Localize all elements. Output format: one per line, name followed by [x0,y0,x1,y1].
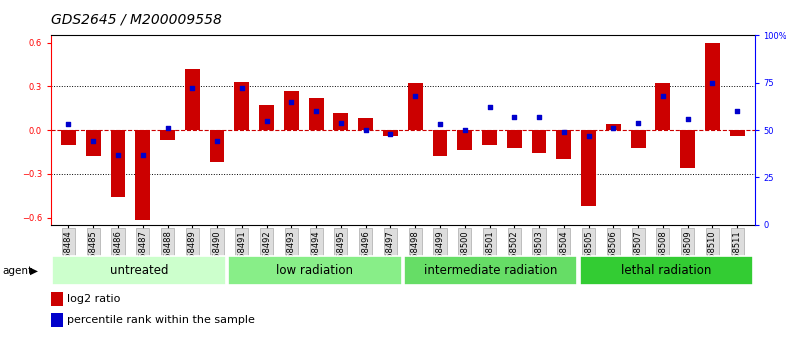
Point [62,121,75,127]
Text: GDS2645 / M200009558: GDS2645 / M200009558 [51,12,222,27]
Text: intermediate radiation: intermediate radiation [424,264,557,277]
Bar [111,130,126,197]
Bar [185,69,200,130]
Point [384,131,397,137]
Bar [309,98,324,130]
Point [731,108,744,114]
Bar [556,130,571,159]
Bar [228,256,402,285]
Text: ▶: ▶ [30,266,38,276]
Point [508,114,520,120]
Bar [234,82,249,130]
Bar [333,113,348,130]
Bar [160,130,175,140]
Text: low radiation: low radiation [277,264,354,277]
Point [260,118,273,124]
Point [409,93,421,99]
Bar [284,91,299,130]
Bar [404,256,578,285]
Point [533,114,545,120]
Bar [656,84,670,130]
Bar [358,119,373,130]
Bar [86,130,101,156]
Point [87,139,100,144]
Point [681,116,694,121]
Bar [408,84,423,130]
Bar [580,256,753,285]
Bar [482,130,497,145]
Bar [135,130,150,221]
Text: log2 ratio: log2 ratio [67,294,120,304]
Text: percentile rank within the sample: percentile rank within the sample [67,315,255,325]
Point [310,108,322,114]
Point [458,127,471,133]
Bar [680,130,695,168]
Point [582,133,595,139]
Bar [705,43,720,130]
Point [483,104,496,110]
Point [434,121,446,127]
Point [211,139,223,144]
Text: untreated: untreated [110,264,168,277]
Bar [53,256,226,285]
Point [706,80,718,86]
Text: lethal radiation: lethal radiation [622,264,712,277]
Bar [531,130,546,153]
Bar [61,130,76,145]
Point [236,86,248,91]
Bar [606,124,621,130]
Bar [630,130,645,148]
Bar [210,130,225,162]
Bar [432,130,447,156]
Bar [581,130,596,206]
Point [335,120,347,125]
Point [607,125,619,131]
Bar [507,130,522,148]
Point [112,152,124,158]
Point [161,125,174,131]
Point [137,152,149,158]
Point [359,127,372,133]
Bar [259,105,274,130]
Bar [383,130,398,136]
Point [557,129,570,135]
Bar [457,130,472,150]
Point [656,93,669,99]
Point [186,86,199,91]
Point [285,99,298,104]
Text: agent: agent [2,266,32,276]
Point [632,120,645,125]
Bar [729,130,744,136]
